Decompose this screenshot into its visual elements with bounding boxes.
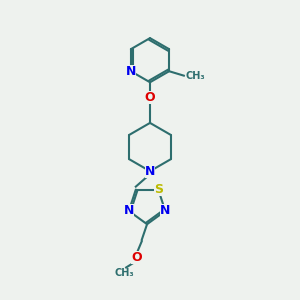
Text: S: S bbox=[154, 183, 163, 196]
Text: N: N bbox=[145, 165, 155, 178]
Text: N: N bbox=[160, 205, 170, 218]
Text: O: O bbox=[131, 251, 142, 264]
Text: N: N bbox=[124, 205, 134, 218]
Text: O: O bbox=[145, 91, 155, 104]
Text: CH₃: CH₃ bbox=[185, 71, 205, 81]
Text: N: N bbox=[126, 65, 136, 78]
Text: CH₃: CH₃ bbox=[115, 268, 134, 278]
